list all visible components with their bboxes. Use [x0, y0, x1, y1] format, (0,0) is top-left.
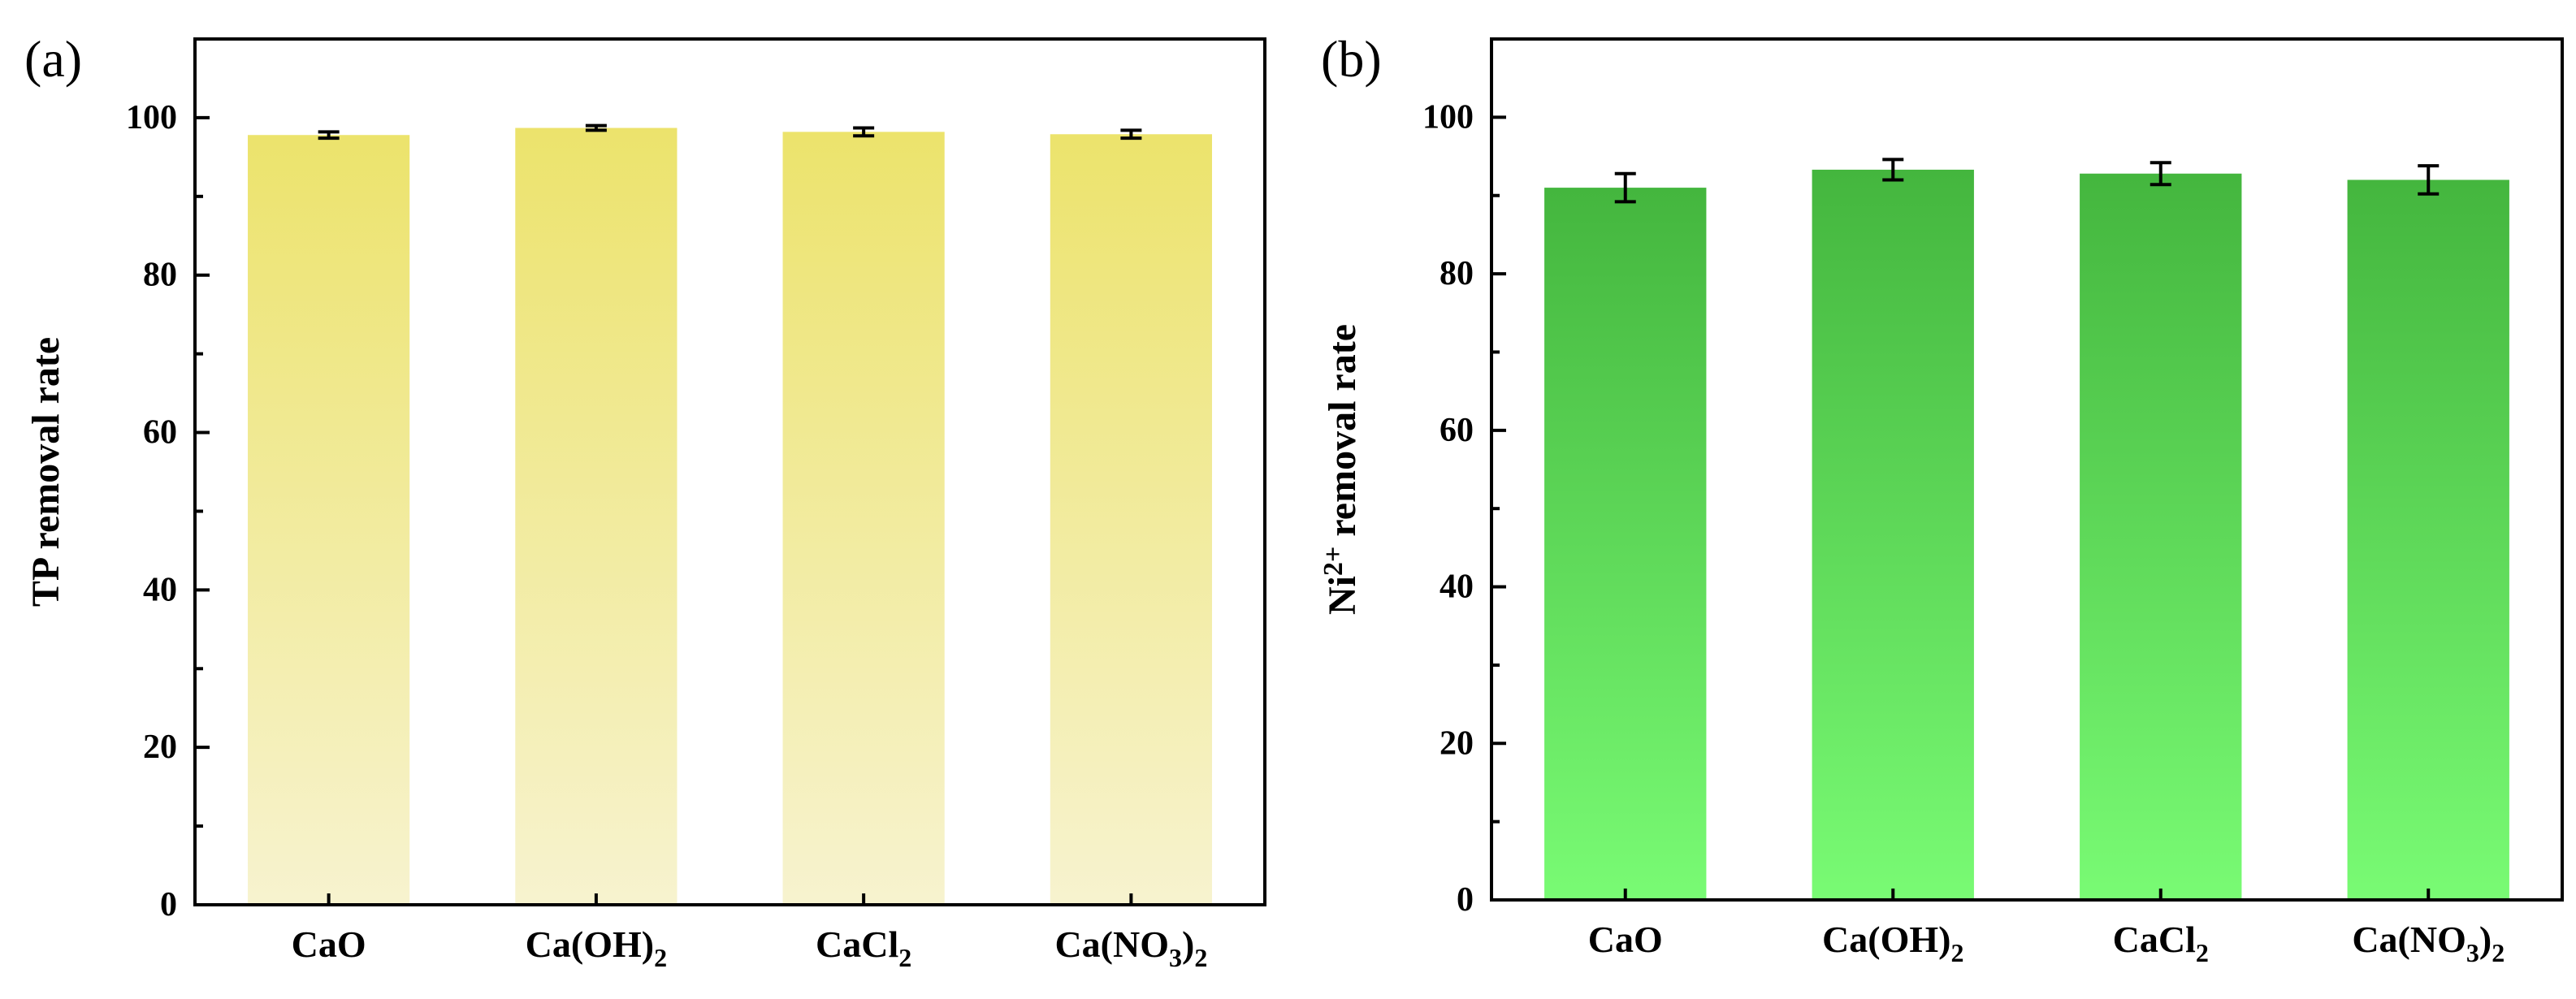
y-axis-title: Ni2+ removal rate — [1318, 324, 1364, 615]
y-axis-title-superscript: 2+ — [1318, 547, 1349, 576]
y-axis-title-text: TP removal rate — [24, 337, 67, 607]
x-tick-label-text: CaCl — [2113, 919, 2196, 960]
x-tick-label-text: ) — [1182, 923, 1194, 965]
error-bar-2 — [1882, 158, 1904, 182]
x-tick-label-subscript: 3 — [1169, 943, 1182, 972]
x-tick-label-subscript: 2 — [1194, 943, 1207, 972]
plot-frame — [1490, 37, 2564, 902]
y-tick-label: 60 — [1440, 412, 1474, 449]
x-tick-label-subscript: 2 — [898, 943, 911, 972]
x-tick-label: Ca(OH)2 — [1822, 919, 1963, 967]
error-bar-1 — [318, 130, 340, 141]
y-tick-label: 20 — [1440, 724, 1474, 762]
y-tick-label: 60 — [143, 414, 177, 452]
plot-frame — [193, 37, 1266, 906]
error-bar-3 — [853, 126, 875, 138]
x-tick-label-subscript: 2 — [2196, 938, 2209, 967]
x-tick-label: Ca(OH)2 — [526, 923, 667, 972]
error-bar-2 — [585, 123, 607, 132]
y-tick-label: 20 — [143, 729, 177, 766]
y-tick-label: 0 — [160, 886, 177, 923]
bar-2 — [515, 128, 678, 906]
bar-4 — [2347, 179, 2509, 901]
y-tick-label: 80 — [143, 257, 177, 294]
y-tick-label: 100 — [1422, 98, 1474, 136]
panel-label: (b) — [1321, 30, 1382, 88]
x-tick-label-subscript: 2 — [1950, 938, 1963, 967]
x-tick-label: Ca(NO3)2 — [2352, 919, 2505, 967]
x-tick-label-text: Ca(OH) — [1822, 919, 1950, 960]
bar-1 — [248, 135, 410, 905]
x-tick-label: CaO — [1588, 919, 1663, 960]
x-tick-label-subscript: 2 — [654, 943, 667, 972]
x-tick-label: Ca(NO3)2 — [1054, 923, 1207, 972]
error-bar-4 — [2418, 164, 2440, 196]
error-bar-4 — [1120, 128, 1142, 141]
x-tick-label-subscript: 2 — [2492, 938, 2505, 967]
y-axis-title-text: Ni — [1321, 576, 1364, 615]
y-axis-title-text: removal rate — [1321, 324, 1364, 547]
error-bar-1 — [1614, 171, 1636, 204]
bar-2 — [1812, 169, 1974, 901]
x-tick-label-subscript: 3 — [2466, 938, 2479, 967]
x-tick-label-text: CaO — [1588, 919, 1663, 960]
error-bar-3 — [2150, 161, 2171, 187]
y-tick-label: 80 — [1440, 255, 1474, 292]
x-tick-label-text: Ca(OH) — [526, 923, 654, 965]
x-tick-label-text: ) — [2479, 919, 2492, 960]
y-tick-label: 40 — [143, 571, 177, 608]
x-tick-label: CaCl2 — [816, 923, 911, 972]
bar-1 — [1544, 188, 1707, 900]
x-tick-label-text: CaO — [292, 923, 366, 965]
x-tick-label-text: Ca(NO — [1054, 923, 1169, 965]
y-axis-title: TP removal rate — [24, 337, 67, 607]
y-tick-label: 100 — [126, 99, 177, 136]
y-tick-label: 0 — [1457, 881, 1474, 919]
y-tick-label: 40 — [1440, 569, 1474, 606]
bar-4 — [1050, 134, 1212, 905]
bar-3 — [782, 132, 945, 905]
panel-label: (a) — [24, 30, 82, 88]
bar-3 — [2080, 173, 2242, 900]
x-tick-label: CaCl2 — [2113, 919, 2209, 967]
x-tick-label-text: CaCl — [816, 923, 898, 965]
x-tick-label: CaO — [292, 923, 366, 965]
x-tick-label-text: Ca(NO — [2352, 919, 2466, 960]
